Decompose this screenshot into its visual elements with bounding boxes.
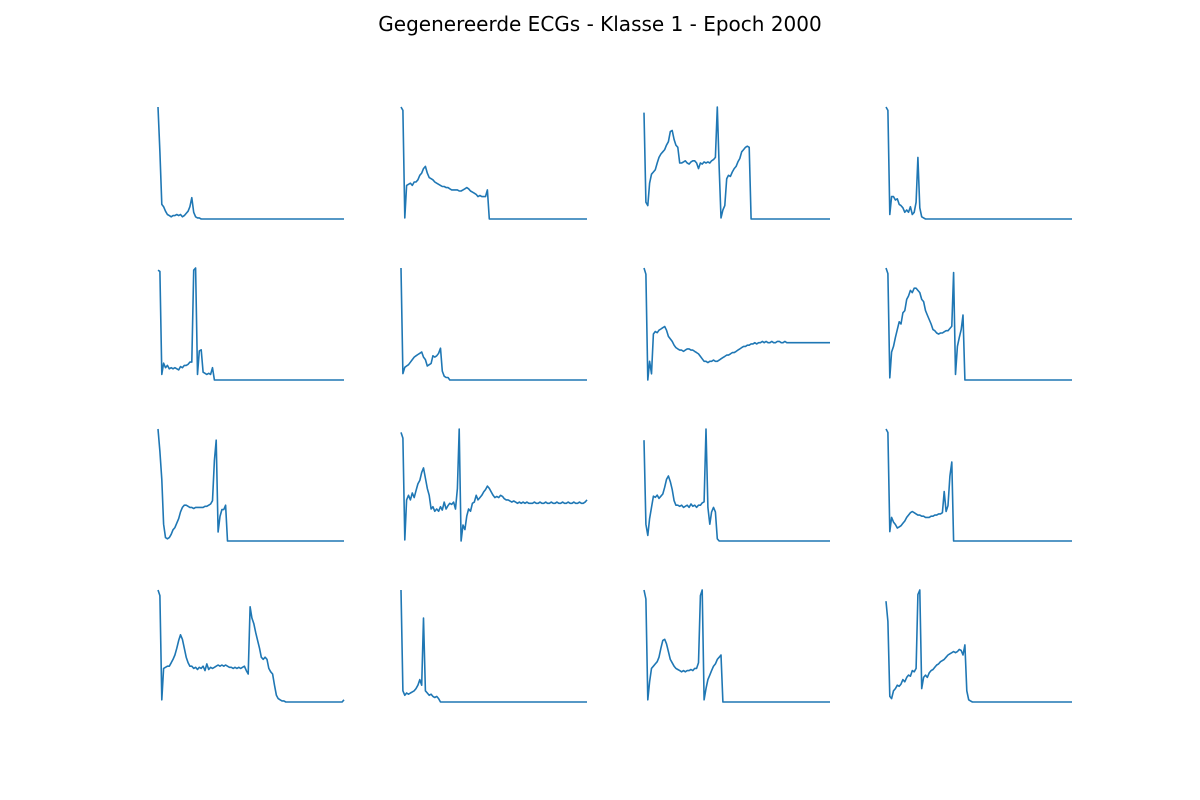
ecg-trace-line bbox=[885, 589, 1072, 703]
ecg-subplot-3 bbox=[643, 106, 830, 220]
ecg-trace-line bbox=[643, 428, 830, 542]
ecg-subplot-6 bbox=[400, 267, 587, 381]
ecg-subplot-16 bbox=[885, 589, 1072, 703]
ecg-subplot-4 bbox=[885, 106, 1072, 220]
ecg-trace-line bbox=[400, 428, 588, 542]
ecg-subplot-10 bbox=[400, 428, 588, 542]
ecg-subplot-14 bbox=[400, 589, 587, 703]
ecg-trace-line bbox=[885, 267, 1072, 381]
ecg-subplot-13 bbox=[157, 589, 345, 703]
ecg-subplot-15 bbox=[643, 589, 830, 703]
ecg-trace-line bbox=[643, 589, 830, 703]
ecg-trace-line bbox=[885, 106, 1072, 220]
ecg-trace-line bbox=[157, 106, 344, 220]
ecg-subplot-5 bbox=[157, 267, 344, 381]
ecg-subplot-1 bbox=[157, 106, 344, 220]
figure-title: Gegenereerde ECGs - Klasse 1 - Epoch 200… bbox=[378, 12, 822, 36]
ecg-subplot-7 bbox=[643, 267, 830, 381]
ecg-trace-line bbox=[157, 428, 344, 542]
ecg-trace-line bbox=[643, 106, 830, 220]
ecg-trace-line bbox=[157, 267, 344, 381]
ecg-subplot-2 bbox=[400, 106, 587, 220]
ecg-trace-line bbox=[400, 267, 587, 381]
ecg-trace-line bbox=[400, 106, 587, 220]
ecg-subplot-9 bbox=[157, 428, 344, 542]
ecg-trace-line bbox=[400, 589, 587, 703]
ecg-trace-line bbox=[885, 428, 1072, 542]
ecg-subplot-8 bbox=[885, 267, 1072, 381]
ecg-trace-line bbox=[643, 267, 830, 381]
ecg-subplot-12 bbox=[885, 428, 1072, 542]
ecg-trace-line bbox=[157, 589, 345, 703]
ecg-subplot-11 bbox=[643, 428, 830, 542]
